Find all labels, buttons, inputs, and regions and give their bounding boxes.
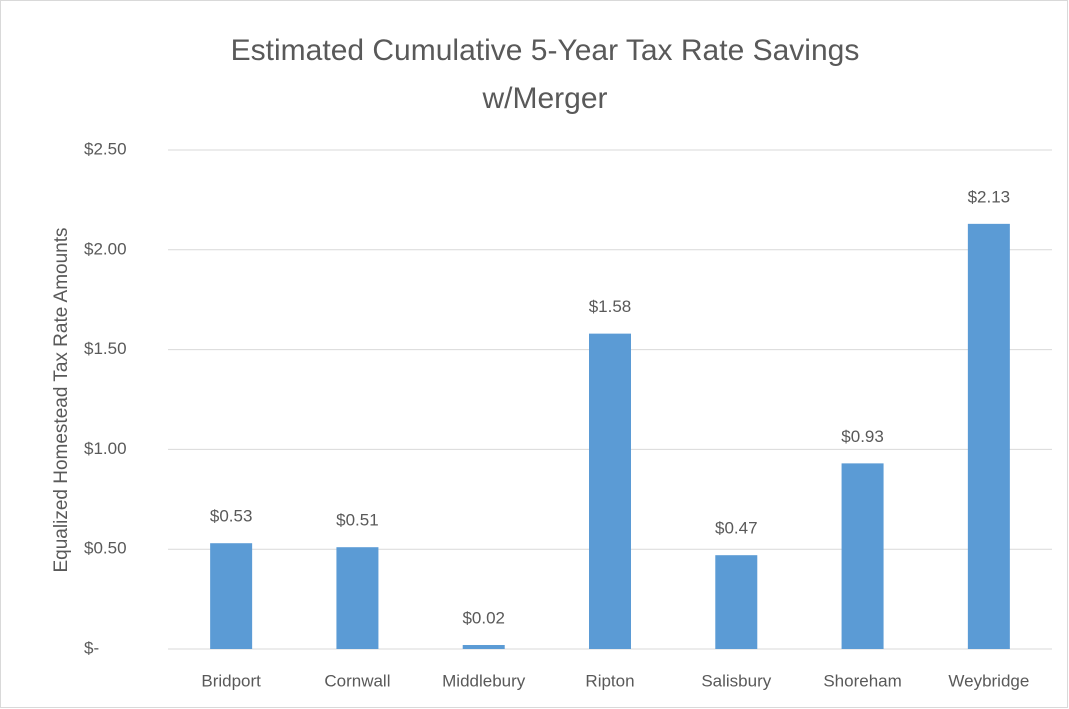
- y-tick-label: $2.50: [84, 139, 127, 158]
- y-tick-label: $2.00: [84, 239, 127, 258]
- bar: [336, 547, 379, 649]
- x-tick-label: Salisbury: [701, 671, 771, 690]
- bar: [841, 463, 884, 649]
- y-tick-label: $0.50: [84, 539, 127, 558]
- x-tick-label: Weybridge: [948, 671, 1029, 690]
- bar: [967, 223, 1010, 650]
- bar: [589, 333, 631, 649]
- bar: [715, 555, 758, 649]
- bar: [210, 543, 253, 649]
- data-label: $0.53: [210, 507, 253, 526]
- data-label: $0.93: [841, 427, 884, 446]
- x-tick-label: Cornwall: [324, 671, 390, 690]
- data-label: $0.02: [462, 608, 505, 627]
- x-tick-label: Ripton: [585, 671, 634, 690]
- x-tick-label: Shoreham: [823, 671, 901, 690]
- data-label: $0.47: [715, 519, 758, 538]
- chart-title: Estimated Cumulative 5-Year Tax Rate Sav…: [231, 34, 860, 67]
- y-tick-label: $1.50: [84, 339, 127, 358]
- data-label: $2.13: [968, 187, 1011, 206]
- data-label: $1.58: [589, 297, 632, 316]
- bar: [462, 645, 505, 649]
- x-tick-label: Middlebury: [442, 671, 526, 690]
- y-tick-label: $1.00: [84, 439, 127, 458]
- y-tick-label: $-: [84, 638, 99, 657]
- y-axis-label: Equalized Homestead Tax Rate Amounts: [51, 227, 72, 572]
- data-label: $0.51: [336, 511, 379, 530]
- x-tick-label: Bridport: [201, 671, 261, 690]
- chart-title: w/Merger: [481, 82, 607, 115]
